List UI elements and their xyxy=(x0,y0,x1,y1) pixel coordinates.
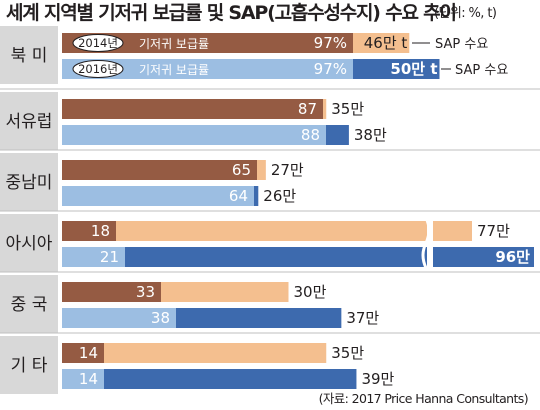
category-label: 아시아 xyxy=(6,234,53,254)
penetration-bar xyxy=(62,369,104,389)
sap-value-label: 27만 xyxy=(271,161,304,179)
category-panel xyxy=(0,336,58,394)
sap-value-label: 26만 xyxy=(263,187,296,205)
penetration-bar xyxy=(62,99,323,119)
sap-value-label: 37만 xyxy=(346,309,379,327)
legend-penetration-2016-label: 기저귀 보급률 xyxy=(139,63,209,77)
sap-value-label: 35만 xyxy=(331,100,364,118)
legend-sap-2014-label: SAP 수요 xyxy=(435,37,488,52)
legend-sap-2016-label: SAP 수요 xyxy=(455,63,508,78)
penetration-bar xyxy=(62,186,254,206)
legend-year-2016-tag xyxy=(72,60,124,78)
category-label: 기 타 xyxy=(11,356,48,376)
sap-value-label: 30만 xyxy=(294,283,327,301)
sap-value-label: 77만 xyxy=(477,222,510,240)
axis-break-marker xyxy=(421,217,431,269)
sap-value-label: 46만 t xyxy=(364,34,408,52)
penetration-value-label: 38 xyxy=(151,309,170,327)
category-panel xyxy=(0,214,58,272)
penetration-bar xyxy=(62,59,353,79)
sap-value-label: 38만 xyxy=(354,126,387,144)
category-panel xyxy=(0,26,58,84)
category-panel xyxy=(0,275,58,333)
penetration-value-label: 97% xyxy=(314,34,347,52)
sap-demand-bar xyxy=(62,221,472,241)
unit-label: (단위: %, t) xyxy=(434,6,497,21)
category-label: 중 국 xyxy=(11,295,48,315)
source-note: (자료: 2017 Price Hanna Consultants) xyxy=(318,391,529,406)
sap-value-label: 35만 xyxy=(331,344,364,362)
penetration-value-label: 88 xyxy=(301,126,320,144)
sap-demand-bar xyxy=(62,247,534,267)
penetration-bar xyxy=(62,125,326,145)
sap-value-label: 96만 xyxy=(495,248,530,266)
penetration-bar xyxy=(62,33,353,53)
category-label: 북 미 xyxy=(11,46,48,66)
sap-value-label: 50만 t xyxy=(390,60,437,78)
axis-break-gap xyxy=(427,218,433,268)
penetration-value-label: 14 xyxy=(79,370,98,388)
category-label: 중남미 xyxy=(6,173,53,193)
legend-year-2014-label: 2014년 xyxy=(78,36,118,50)
penetration-value-label: 21 xyxy=(100,248,119,266)
legend-year-2014-tag xyxy=(72,34,124,52)
chart-title: 세계 지역별 기저귀 보급률 및 SAP(고흡수성수지) 수요 추이 xyxy=(6,2,457,24)
penetration-bar xyxy=(62,221,116,241)
penetration-value-label: 87 xyxy=(298,100,317,118)
penetration-bar xyxy=(62,308,176,328)
sap-demand-bar xyxy=(62,369,357,389)
category-label: 서유럽 xyxy=(6,112,53,132)
penetration-value-label: 33 xyxy=(136,283,155,301)
penetration-bar xyxy=(62,247,125,267)
sap-value-label: 39만 xyxy=(361,370,394,388)
category-panel xyxy=(0,92,58,150)
penetration-value-label: 97% xyxy=(314,60,347,78)
penetration-value-label: 65 xyxy=(232,161,251,179)
penetration-bar xyxy=(62,282,161,302)
penetration-value-label: 64 xyxy=(229,187,248,205)
penetration-value-label: 14 xyxy=(79,344,98,362)
sap-demand-bar xyxy=(62,343,327,363)
penetration-bar xyxy=(62,343,104,363)
penetration-bar xyxy=(62,160,257,180)
penetration-value-label: 18 xyxy=(91,222,110,240)
category-panel xyxy=(0,153,58,211)
legend-year-2016-label: 2016년 xyxy=(78,62,118,76)
legend-penetration-2014-label: 기저귀 보급률 xyxy=(139,37,209,51)
